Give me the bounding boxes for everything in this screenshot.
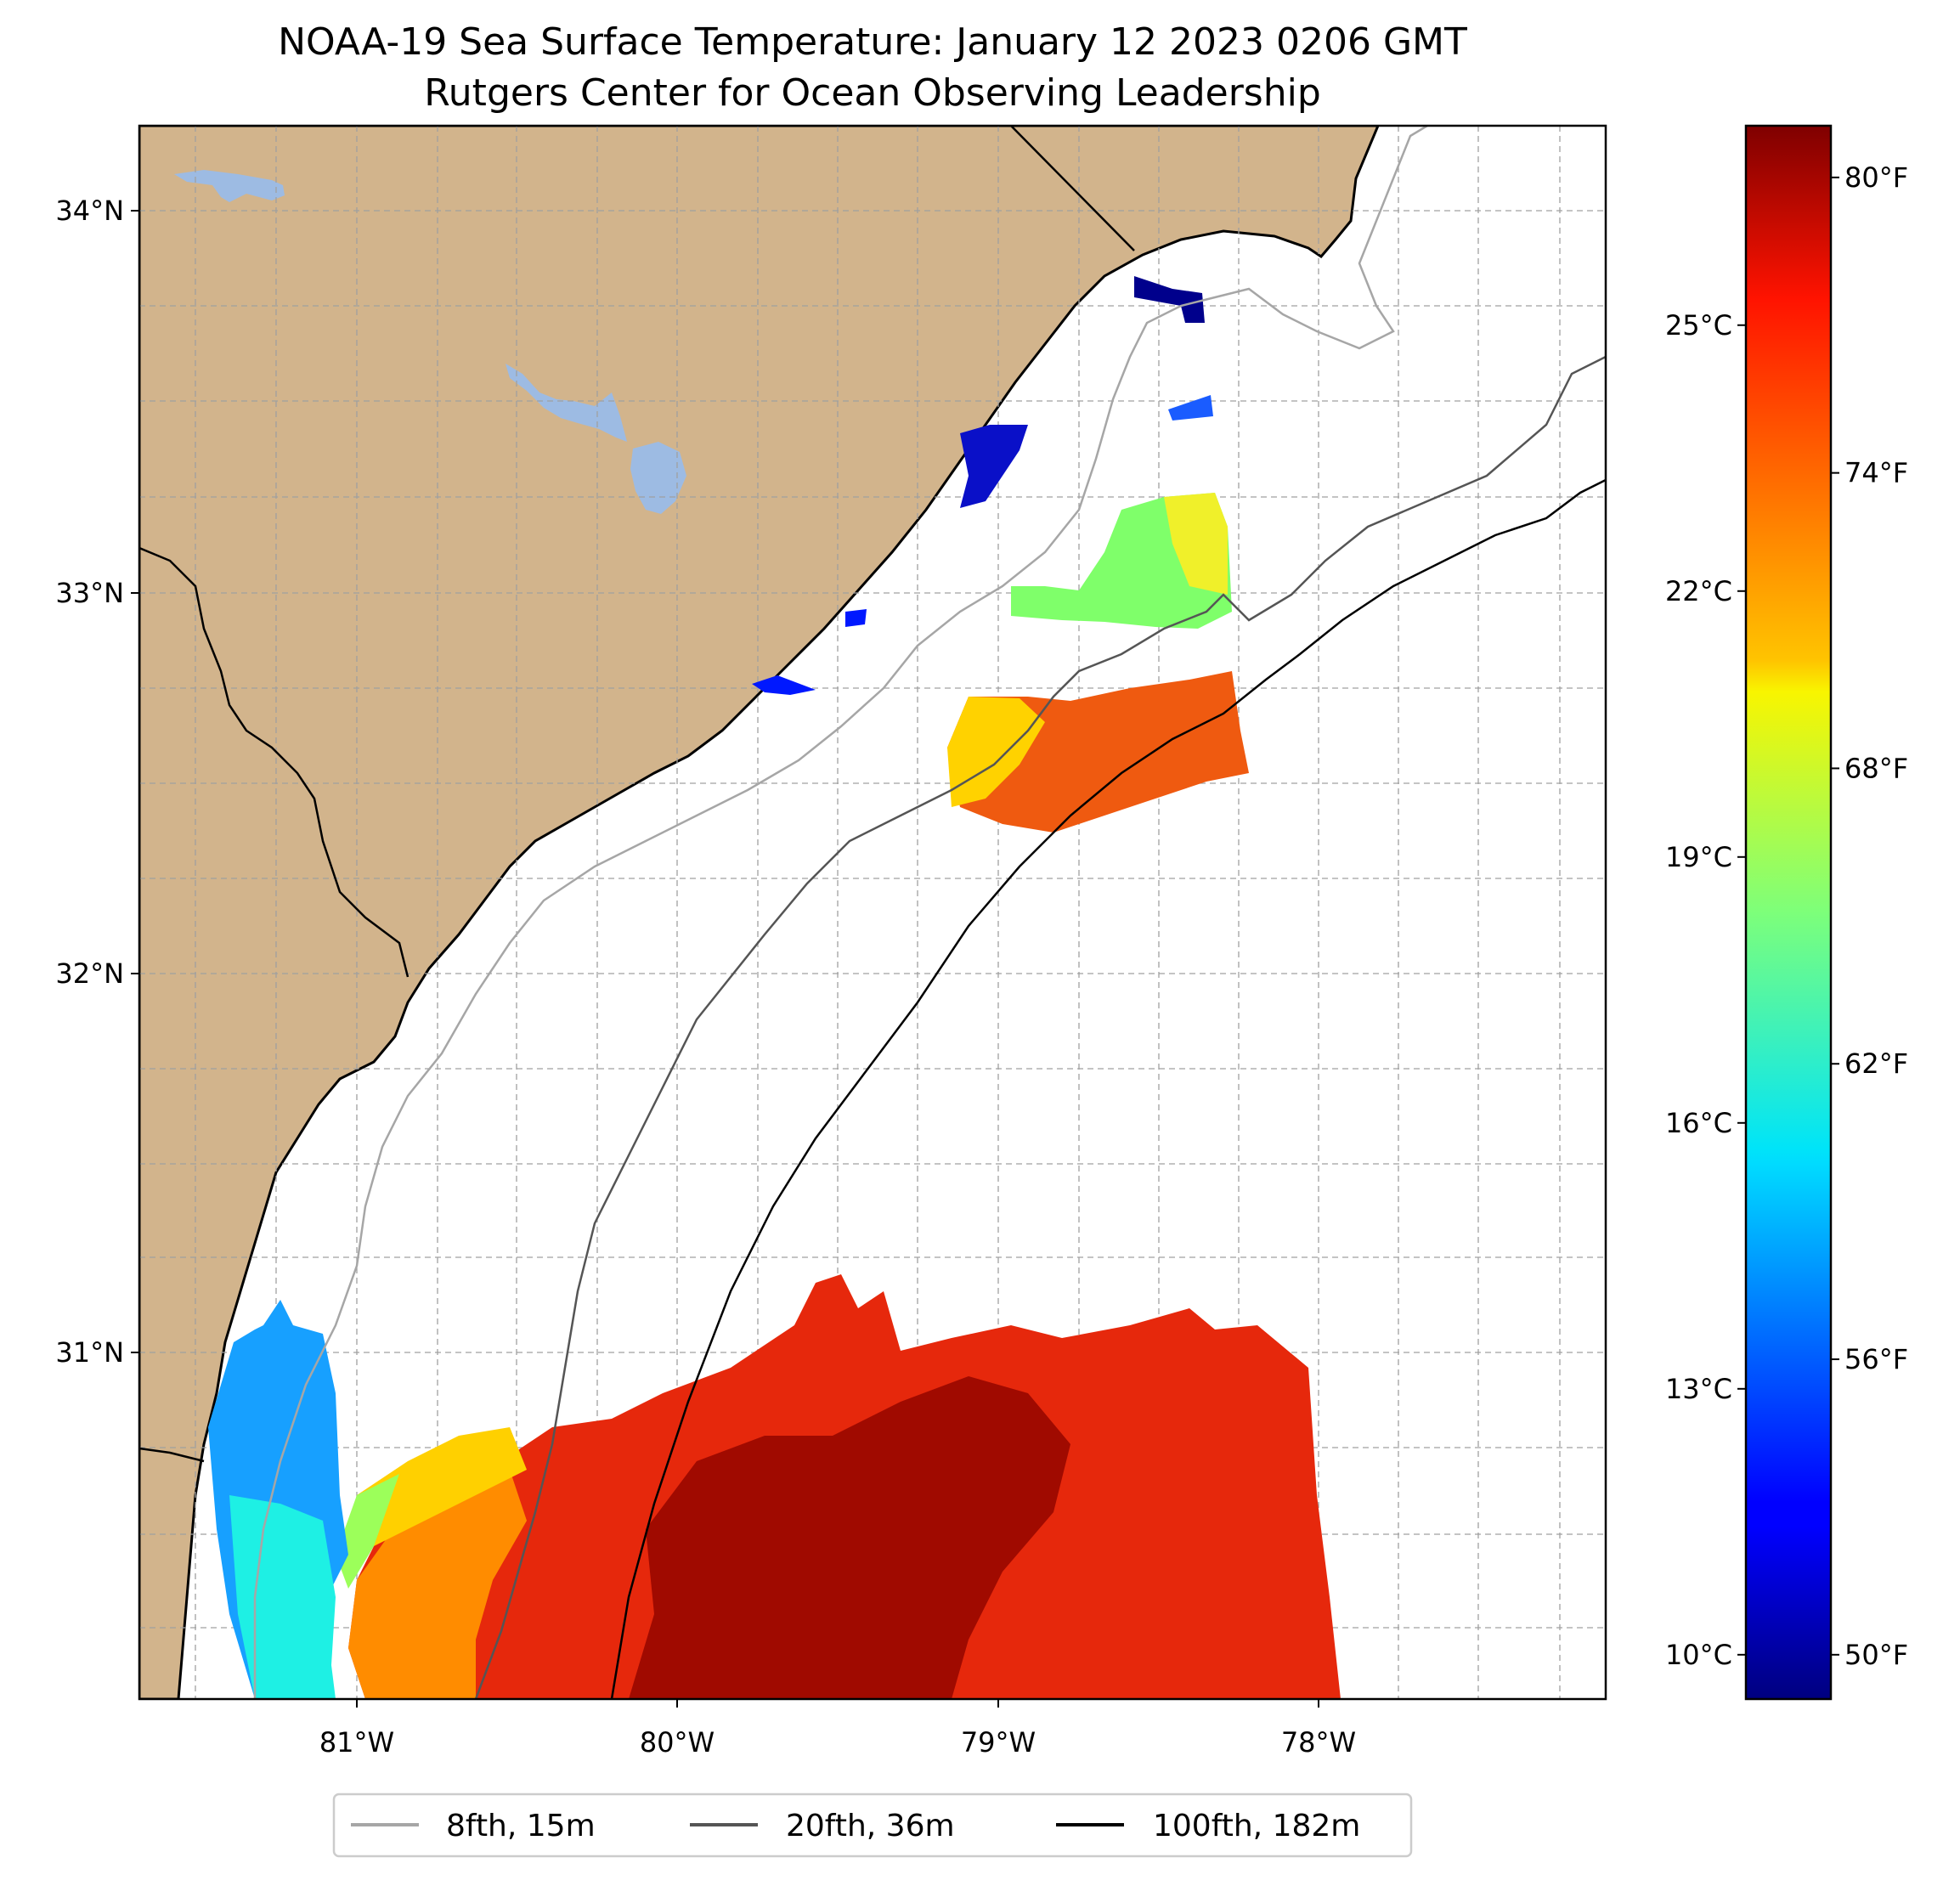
colorbar-fahrenheit-label: 50°F	[1844, 1639, 1908, 1671]
contour-8fth	[253, 126, 1428, 1699]
sst-north-yellow	[1164, 493, 1228, 595]
sst-south-dark	[629, 1376, 1070, 1699]
lat-label-32: 32°N	[55, 957, 124, 990]
sst-cold-cell-1	[960, 425, 1028, 508]
title-line-1: NOAA-19 Sea Surface Temperature: January…	[278, 20, 1467, 64]
gridlines	[139, 126, 1606, 1699]
sst-cold-cell-4	[752, 675, 816, 695]
colorbar-celsius-label: 22°C	[1665, 575, 1732, 607]
lon-label-79w: 79°W	[961, 1726, 1036, 1759]
lat-axis: 34°N 33°N 32°N 31°N	[55, 195, 139, 1369]
map-frame	[138, 124, 1607, 1701]
land	[139, 126, 1380, 1699]
lon-axis: 81°W 80°W 79°W 78°W	[319, 1699, 1356, 1759]
colorbar-fahrenheit-label: 56°F	[1844, 1343, 1908, 1375]
lat-label-34: 34°N	[55, 195, 124, 227]
lake-marion	[174, 170, 285, 202]
sst-cold-cell-3	[1168, 395, 1213, 421]
colorbar-fahrenheit-label: 74°F	[1844, 457, 1908, 489]
contour-20fth	[474, 355, 1606, 1699]
lon-label-81w: 81°W	[319, 1726, 394, 1759]
colorbar-celsius-label: 19°C	[1665, 841, 1732, 873]
sst-south-green	[336, 1474, 399, 1589]
lat-label-31: 31°N	[55, 1336, 124, 1369]
sst-cold-cell-5	[845, 609, 867, 627]
legend-label-20fth: 20fth, 36m	[786, 1809, 955, 1843]
map-area	[139, 126, 1606, 1699]
colorbar: 10°C 13°C 16°C 19°C 22°C 25°C 50°F 56°F 62°F 68°…	[1665, 124, 1908, 1701]
sst-mid-yellow	[947, 697, 1045, 807]
legend-label-8fth: 8fth, 15m	[446, 1809, 596, 1843]
colorbar-fahrenheit-label: 80°F	[1844, 161, 1908, 194]
legend-label-100fth: 100fth, 182m	[1153, 1809, 1360, 1843]
colorbar-fahrenheit-ticks: 50°F 56°F 62°F 68°F 74°F 80°F	[1831, 161, 1908, 1671]
state-border	[1010, 126, 1135, 251]
contour-100fth	[610, 478, 1606, 1699]
state-border-river	[139, 546, 410, 978]
legend: 8fth, 15m 20fth, 36m 100fth, 182m	[332, 1792, 1413, 1858]
colorbar-fahrenheit-label: 62°F	[1844, 1047, 1908, 1080]
sst-south-orange	[348, 1470, 527, 1699]
lake-moultrie	[506, 364, 627, 442]
colorbar-celsius-ticks: 10°C 13°C 16°C 19°C 22°C 25°C	[1665, 309, 1746, 1671]
colorbar-celsius-label: 25°C	[1665, 309, 1732, 342]
state-border-south	[139, 1447, 205, 1463]
lon-label-78w: 78°W	[1281, 1726, 1356, 1759]
title-line-2: Rutgers Center for Ocean Observing Leade…	[424, 71, 1321, 115]
colorbar-celsius-label: 13°C	[1665, 1373, 1732, 1405]
colorbar-celsius-label: 10°C	[1665, 1639, 1732, 1671]
colorbar-fahrenheit-label: 68°F	[1844, 752, 1908, 784]
sst-south-yellow	[357, 1427, 527, 1546]
colorbar-gradient	[1744, 124, 1833, 1701]
lon-label-80w: 80°W	[640, 1726, 715, 1759]
legend-frame	[332, 1792, 1413, 1858]
lat-label-33: 33°N	[55, 577, 124, 609]
sst-cold-cell-2	[1134, 276, 1205, 323]
colorbar-celsius-label: 16°C	[1665, 1107, 1732, 1139]
lake-small	[630, 442, 686, 514]
